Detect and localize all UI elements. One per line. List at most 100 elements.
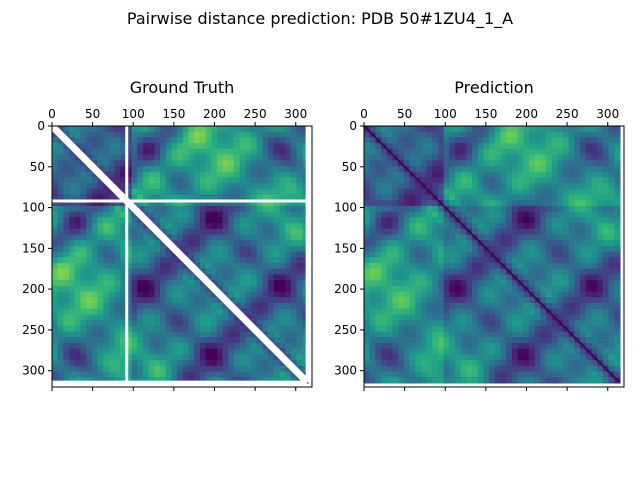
heatmap-cell xyxy=(69,342,76,350)
heatmap-cell xyxy=(551,131,558,139)
heatmap-cell xyxy=(143,342,150,350)
heatmap-cell xyxy=(443,320,450,327)
heatmap-cell xyxy=(205,200,212,207)
heatmap-cell xyxy=(517,320,524,327)
heatmap-cell xyxy=(574,205,581,213)
heatmap-cell xyxy=(63,177,70,184)
heatmap-cell xyxy=(477,205,485,213)
axes-frame xyxy=(363,125,625,388)
heatmap-cell xyxy=(57,314,64,321)
heatmap-cell xyxy=(591,137,598,144)
heatmap-cell xyxy=(234,268,241,276)
heatmap-cell xyxy=(614,263,621,270)
heatmap-cell xyxy=(364,194,371,201)
heatmap-cell xyxy=(420,354,428,361)
heatmap-cell xyxy=(375,263,382,270)
heatmap-cell xyxy=(194,194,201,201)
heatmap-cell xyxy=(449,371,456,378)
heatmap-cell xyxy=(437,177,445,184)
heatmap-cell xyxy=(80,297,87,304)
heatmap-cell xyxy=(268,211,275,218)
heatmap-cell xyxy=(69,188,76,196)
heatmap-cell xyxy=(386,234,394,241)
heatmap-cell xyxy=(398,268,405,276)
heatmap-cell xyxy=(426,143,433,150)
heatmap-cell xyxy=(375,171,382,178)
heatmap-cell xyxy=(585,177,593,184)
heatmap-cell xyxy=(443,160,450,167)
heatmap-cell xyxy=(182,354,190,361)
heatmap-cell xyxy=(511,137,519,144)
heatmap-cell xyxy=(171,251,178,258)
heatmap-cell xyxy=(420,308,428,316)
heatmap-cell xyxy=(97,280,104,287)
heatmap-cell xyxy=(211,297,218,304)
heatmap-cell xyxy=(80,240,87,247)
heatmap-cell xyxy=(103,331,110,338)
heatmap-cell xyxy=(546,251,553,258)
heatmap-cell xyxy=(449,274,456,281)
heatmap-cell xyxy=(489,143,496,150)
heatmap-cell xyxy=(97,297,104,304)
heatmap-cell xyxy=(472,320,479,327)
heatmap-cell xyxy=(608,165,615,173)
heatmap-cell xyxy=(120,165,127,173)
heatmap-cell xyxy=(120,314,127,321)
heatmap-cell xyxy=(591,148,598,156)
heatmap-cell xyxy=(483,371,490,378)
heatmap-cell xyxy=(63,211,70,218)
heatmap-cell xyxy=(381,348,388,355)
heatmap-cell xyxy=(551,354,558,361)
heatmap-cell xyxy=(251,217,258,224)
heatmap-cell xyxy=(523,234,530,241)
heatmap-cell xyxy=(188,234,195,241)
heatmap-cell xyxy=(443,211,450,218)
heatmap-cell xyxy=(563,165,570,173)
heatmap-cell xyxy=(477,257,485,264)
heatmap-cell xyxy=(279,291,286,298)
heatmap-cell xyxy=(137,240,144,247)
heatmap-cell xyxy=(251,131,258,139)
heatmap-cell xyxy=(302,171,309,178)
heatmap-cell xyxy=(540,223,547,230)
heatmap-cell xyxy=(279,137,286,144)
heatmap-cell xyxy=(205,297,212,304)
heatmap-cell xyxy=(160,325,167,333)
heatmap-cell xyxy=(148,331,155,338)
heatmap-cell xyxy=(268,268,275,276)
heatmap-cell xyxy=(369,183,376,190)
heatmap-cell xyxy=(211,377,218,384)
heatmap-cell xyxy=(546,148,553,156)
heatmap-cell xyxy=(302,234,309,241)
heatmap-cell xyxy=(546,342,553,350)
heatmap-cell xyxy=(602,285,610,293)
heatmap-cell xyxy=(74,171,82,178)
heatmap-cell xyxy=(455,348,462,355)
heatmap-cell xyxy=(574,245,581,253)
heatmap-cell xyxy=(143,228,150,236)
heatmap-cell xyxy=(432,245,439,253)
heatmap-cell xyxy=(52,160,59,167)
heatmap-cell xyxy=(608,302,615,310)
heatmap-cell xyxy=(211,268,218,276)
heatmap-cell xyxy=(608,365,615,373)
heatmap-cell xyxy=(165,360,173,367)
heatmap-cell xyxy=(432,331,439,338)
heatmap-cell xyxy=(205,257,212,264)
heatmap-cell xyxy=(364,257,371,264)
heatmap-cell xyxy=(52,348,59,355)
heatmap-cell xyxy=(523,205,530,213)
heatmap-cell xyxy=(125,211,133,218)
heatmap-cell xyxy=(177,365,184,373)
heatmap-cell xyxy=(591,285,598,293)
heatmap-cell xyxy=(52,342,59,350)
heatmap-cell xyxy=(546,194,553,201)
heatmap-cell xyxy=(239,337,246,344)
heatmap-cell xyxy=(597,205,604,213)
heatmap-cell xyxy=(466,263,473,270)
heatmap-cell xyxy=(154,160,161,167)
heatmap-cell xyxy=(228,291,235,298)
heatmap-cell xyxy=(580,126,587,133)
heatmap-cell xyxy=(597,314,604,321)
heatmap-cell xyxy=(517,297,524,304)
